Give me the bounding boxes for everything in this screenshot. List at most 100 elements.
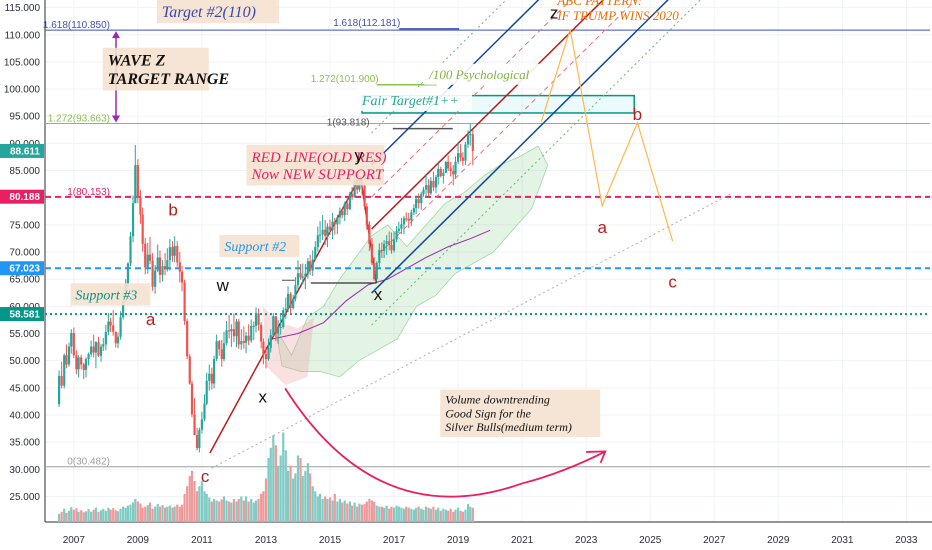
candle-body (90, 346, 93, 355)
volume-bar (279, 455, 282, 522)
horizontal-levels: 1.618(110.850) 1.272(93.663) 1(80.153) 0(30… (43, 20, 930, 468)
moving-average-line (272, 229, 491, 340)
volume-bar (269, 447, 272, 522)
x-tick-label: 2009 (127, 535, 150, 546)
candle-body (284, 308, 287, 311)
candle-body (388, 241, 391, 245)
x-tick-label: 2015 (319, 535, 342, 546)
volume-bar (232, 498, 236, 522)
volume-bar (244, 496, 248, 522)
volume-bar (72, 509, 75, 522)
candle-body (324, 229, 327, 236)
volume-bar (469, 506, 472, 522)
candle-body (210, 373, 213, 384)
candle-body (242, 341, 245, 343)
volume-bar (405, 506, 408, 522)
annotation: ABC PATTERN:IF TRUMP WINS 2020 (556, 0, 679, 23)
candle-body (439, 168, 442, 176)
candle-body (257, 313, 260, 325)
volume-bar (102, 508, 105, 522)
volume-bar (294, 473, 297, 522)
candle-body (92, 346, 95, 353)
annotation-text: WAVE Z (108, 53, 166, 70)
abc-projection-path (540, 29, 571, 122)
wave-label: x (374, 285, 383, 304)
volume-bar (82, 512, 85, 522)
volume-bar (296, 455, 300, 522)
annotation-text: Good Sign for the (445, 406, 531, 420)
volume-bar (343, 500, 346, 522)
y-tick-label: 65.000 (9, 275, 40, 286)
volume-bar (350, 505, 354, 522)
target-range-arrow-head (112, 31, 120, 39)
candle-body (429, 180, 432, 194)
volume-bar (87, 509, 90, 522)
volume-bar (254, 500, 258, 522)
volume-bar (324, 496, 327, 522)
candle-body (272, 316, 275, 336)
volume-bar (427, 507, 430, 522)
candle-body (116, 336, 120, 344)
candle-body (188, 356, 191, 384)
x-tick-label: 2025 (639, 535, 662, 546)
volume-bar (77, 511, 80, 522)
candle-body (99, 346, 103, 356)
x-tick-label: 2007 (63, 535, 86, 546)
volume-trend-arc (521, 450, 606, 485)
volume-trend-arrow-head (586, 450, 607, 464)
candle-body (301, 276, 304, 278)
candle-body (437, 168, 440, 178)
volume-bar (112, 508, 115, 522)
volume-bar (205, 493, 208, 522)
volume-bar (461, 511, 464, 522)
volume-bar (183, 493, 186, 522)
volume-bar (388, 508, 391, 522)
volume-bar (222, 496, 226, 522)
y-tick-label: 50.000 (9, 356, 40, 367)
candle-body (452, 171, 455, 175)
candle-body (466, 135, 470, 145)
volume-bar (188, 475, 191, 522)
annotation-text: Support #3 (75, 288, 137, 303)
y-tick-label: 75.000 (9, 220, 40, 231)
volume-bar (326, 498, 329, 522)
candle-body (240, 341, 243, 345)
level-label: 1.618(110.850) (43, 20, 110, 31)
candle-body (247, 335, 250, 341)
candle-body (198, 429, 201, 449)
annotation-box (102, 47, 209, 91)
volume-bar (75, 508, 78, 522)
y-tick-label: 110.000 (5, 30, 41, 41)
candle-body (220, 349, 223, 360)
candle-body (422, 189, 425, 194)
candle-body (218, 341, 221, 350)
candle-body (183, 282, 186, 322)
volume-bar (417, 506, 420, 522)
candle-body (107, 321, 110, 332)
candle-body (420, 193, 423, 204)
volume-bar (235, 501, 238, 522)
candle-body (454, 161, 457, 175)
volume-bar (282, 432, 285, 522)
candle-body (333, 221, 336, 225)
volume-bar (158, 506, 162, 522)
y-tick-label: 40.000 (9, 410, 40, 421)
candle-body (289, 293, 292, 308)
long-trend-line (211, 191, 734, 469)
level-label: 0(30.482) (67, 457, 110, 468)
volume-bar (203, 491, 206, 522)
volume-bar (412, 509, 415, 522)
candle-body (449, 168, 452, 172)
candle-body (205, 380, 208, 404)
candle-body (279, 326, 282, 329)
volume-bar (380, 506, 383, 522)
candle-body (415, 198, 418, 209)
candle-body (336, 217, 339, 225)
candle-body (196, 435, 199, 449)
y-tick-label: 85.000 (9, 166, 40, 177)
candle-body (427, 185, 430, 194)
volume-bar (437, 507, 440, 522)
volume-bar (171, 507, 174, 522)
